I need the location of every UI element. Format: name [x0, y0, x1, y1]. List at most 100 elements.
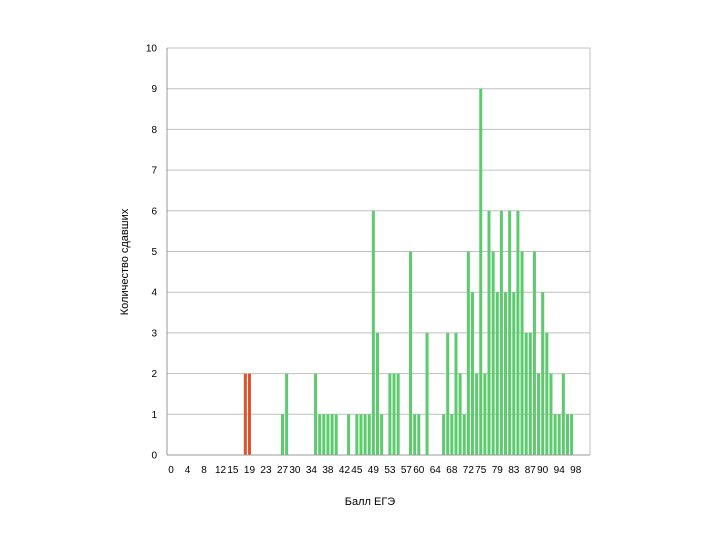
bar-score-62	[425, 332, 429, 455]
bar-score-47	[363, 414, 367, 455]
y-tick-label: 10	[146, 44, 158, 55]
bar-score-38	[326, 414, 330, 455]
bar-score-84	[516, 210, 520, 455]
bars	[243, 88, 574, 455]
bar-score-75	[479, 88, 483, 455]
bar-score-46	[359, 414, 363, 455]
bar-score-67	[446, 332, 450, 455]
bar-score-58	[409, 251, 413, 455]
bar-score-66	[442, 414, 446, 455]
bar-score-77	[487, 210, 491, 455]
bar-score-95	[561, 373, 565, 455]
grid-lines	[167, 47, 590, 456]
bar-score-40	[334, 414, 338, 455]
bar-score-36	[318, 414, 322, 455]
bar-score-59	[413, 414, 417, 455]
x-tick-label: 4	[185, 465, 191, 476]
bar-score-37	[322, 414, 326, 455]
x-tick-label: 30	[289, 465, 301, 476]
bar-score-54	[392, 373, 396, 455]
y-tick-label: 3	[151, 328, 157, 339]
x-tick-label: 98	[570, 465, 582, 476]
x-tick-label: 19	[244, 465, 256, 476]
x-tick-label: 94	[554, 465, 566, 476]
bar-score-27	[281, 414, 285, 455]
x-tick-label: 38	[322, 465, 334, 476]
y-tick-label: 6	[151, 206, 157, 217]
bar-score-35	[314, 373, 318, 455]
y-tick-label: 5	[151, 247, 157, 258]
bar-score-73	[470, 292, 474, 455]
bar-score-70	[458, 373, 462, 455]
bar-score-50	[376, 332, 379, 455]
x-tick-label: 79	[492, 465, 504, 476]
bar-score-89	[537, 373, 541, 455]
x-tick-label: 60	[413, 465, 425, 476]
bar-score-90	[541, 292, 545, 455]
bar-score-51	[380, 414, 384, 455]
x-tick-label: 68	[446, 465, 458, 476]
bar-score-94	[557, 414, 561, 455]
bar-score-82	[508, 210, 512, 455]
bar-score-74	[475, 373, 479, 455]
bar-score-79	[495, 292, 499, 455]
bar-score-96	[565, 414, 569, 455]
bar-score-81	[504, 292, 508, 455]
bar-score-93	[553, 414, 557, 455]
bar-score-97	[570, 414, 574, 455]
x-tick-label: 34	[306, 465, 318, 476]
bar-score-87	[528, 332, 532, 455]
bar-score-19	[247, 373, 251, 455]
x-tick-label: 72	[463, 465, 475, 476]
x-tick-label: 45	[351, 465, 363, 476]
x-tick-label: 15	[227, 465, 239, 476]
bar-score-53	[388, 373, 392, 455]
bar-score-43	[347, 414, 351, 455]
x-tick-label: 83	[508, 465, 520, 476]
axes	[166, 48, 591, 456]
x-tick-labels: 0 4 8 12 15 19 23 27 30 34 38 42 45 49 53 57 60 64 68 72 75 7…	[168, 465, 582, 476]
y-tick-label: 0	[151, 451, 157, 462]
bar-score-45	[355, 414, 359, 455]
bar-score-76	[483, 373, 487, 455]
bar-score-85	[520, 251, 524, 455]
y-tick-labels: 0 1 2 3 4 5 6 7 8 9 10	[146, 44, 158, 462]
x-tick-label: 12	[215, 465, 227, 476]
bar-score-88	[532, 251, 536, 455]
y-tick-label: 2	[151, 369, 157, 380]
x-tick-label: 90	[537, 465, 549, 476]
bar-score-71	[462, 414, 466, 455]
bar-score-86	[524, 332, 528, 455]
x-tick-label: 87	[525, 465, 537, 476]
bar-score-49	[371, 210, 375, 455]
y-tick-label: 7	[151, 166, 157, 177]
bar-score-48	[367, 414, 371, 455]
bar-score-68	[450, 414, 454, 455]
x-tick-label: 23	[260, 465, 272, 476]
x-tick-label: 0	[168, 465, 174, 476]
x-tick-label: 49	[368, 465, 380, 476]
x-tick-label: 57	[401, 465, 413, 476]
bar-score-83	[512, 292, 516, 455]
bar-score-91	[545, 332, 549, 455]
x-tick-label: 8	[201, 465, 207, 476]
bar-score-18	[243, 373, 247, 455]
y-tick-label: 8	[151, 125, 157, 136]
x-tick-label: 42	[339, 465, 351, 476]
x-tick-label: 75	[475, 465, 487, 476]
bar-score-78	[491, 251, 495, 455]
bar-score-69	[454, 332, 458, 455]
y-axis-title: Количество сдавших	[119, 208, 131, 315]
y-tick-label: 9	[151, 84, 157, 95]
y-tick-label: 4	[151, 288, 157, 299]
x-axis-title: Балл ЕГЭ	[345, 496, 396, 508]
bar-score-92	[549, 373, 553, 455]
bar-score-60	[417, 414, 421, 455]
bar-score-28	[285, 373, 289, 455]
y-tick-label: 1	[151, 410, 157, 421]
x-tick-label: 53	[384, 465, 396, 476]
x-tick-label: 27	[277, 465, 289, 476]
x-tick-label: 64	[430, 465, 442, 476]
bar-score-80	[499, 210, 503, 455]
